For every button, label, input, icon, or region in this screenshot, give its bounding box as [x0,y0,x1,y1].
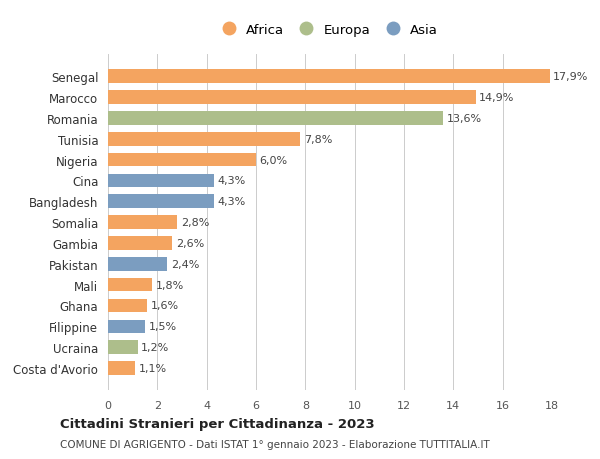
Text: 14,9%: 14,9% [479,93,515,103]
Bar [108,133,301,146]
Bar [108,278,152,292]
Text: 1,1%: 1,1% [139,363,167,373]
Text: 4,3%: 4,3% [218,176,246,186]
Text: COMUNE DI AGRIGENTO - Dati ISTAT 1° gennaio 2023 - Elaborazione TUTTITALIA.IT: COMUNE DI AGRIGENTO - Dati ISTAT 1° genn… [60,440,490,449]
Text: 6,0%: 6,0% [260,155,288,165]
Text: Cittadini Stranieri per Cittadinanza - 2023: Cittadini Stranieri per Cittadinanza - 2… [60,417,374,430]
Text: 7,8%: 7,8% [304,134,332,145]
Bar [108,299,148,313]
Bar [108,91,476,105]
Bar [108,153,256,167]
Text: 1,5%: 1,5% [149,322,177,331]
Text: 4,3%: 4,3% [218,197,246,207]
Legend: Africa, Europa, Asia: Africa, Europa, Asia [217,18,443,42]
Text: 2,4%: 2,4% [171,259,199,269]
Text: 17,9%: 17,9% [553,72,589,82]
Bar [108,216,177,230]
Text: 1,8%: 1,8% [156,280,184,290]
Bar [108,361,135,375]
Bar [108,257,167,271]
Text: 13,6%: 13,6% [447,114,482,123]
Text: 1,6%: 1,6% [151,301,179,311]
Bar [108,195,214,208]
Bar [108,320,145,333]
Bar [108,237,172,250]
Bar [108,70,550,84]
Bar [108,341,137,354]
Bar [108,174,214,188]
Bar [108,112,443,125]
Text: 2,8%: 2,8% [181,218,209,228]
Text: 1,2%: 1,2% [142,342,170,353]
Text: 2,6%: 2,6% [176,238,204,248]
